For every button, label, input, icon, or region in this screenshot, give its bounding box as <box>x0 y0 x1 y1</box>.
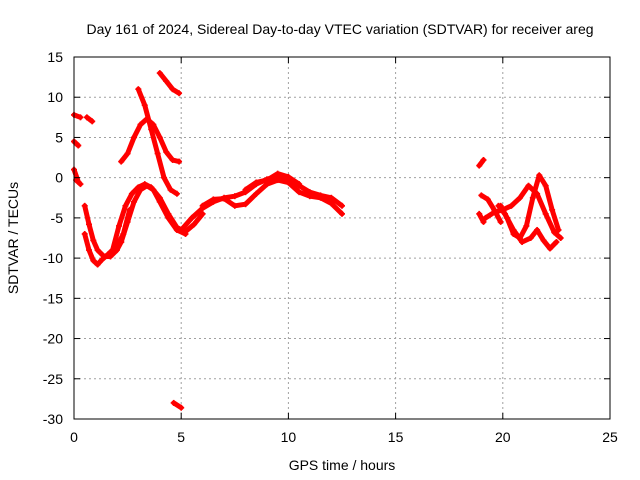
data-series <box>71 70 564 411</box>
y-tick-label: -20 <box>43 331 63 347</box>
y-axis-label: SDTVAR / TECUs <box>5 182 21 294</box>
y-tick-label: -5 <box>51 210 64 226</box>
y-tick-label: -15 <box>43 290 63 306</box>
y-tick-label: -30 <box>43 411 63 427</box>
series-arc-right-2 <box>483 183 564 241</box>
plot-frame <box>73 56 611 420</box>
y-tick-label: 5 <box>55 129 63 145</box>
series-arc-top <box>157 70 182 96</box>
x-tick-label: 20 <box>495 429 511 445</box>
x-tick-label: 15 <box>388 429 404 445</box>
y-tick-label: -25 <box>43 371 63 387</box>
chart-title: Day 161 of 2024, Sidereal Day-to-day VTE… <box>86 21 593 37</box>
x-axis-label: GPS time / hours <box>289 457 396 473</box>
y-tick-label: -10 <box>43 250 63 266</box>
grid <box>74 57 610 419</box>
x-tick-label: 0 <box>70 429 78 445</box>
series-arc-rise-2 <box>118 183 188 245</box>
y-tick-label: 0 <box>55 170 63 186</box>
series-arc-mid-3 <box>243 171 302 193</box>
ticks: 0 5 10 15 20 25 -30 -25 -20 -15 -10 -5 0 5 10 15 <box>43 49 618 445</box>
x-tick-label: 5 <box>177 429 185 445</box>
series-arc-right-4 <box>478 192 504 225</box>
x-tick-label: 10 <box>281 429 297 445</box>
x-tick-label: 25 <box>602 429 618 445</box>
y-tick-label: 15 <box>47 49 63 65</box>
y-tick-label: 10 <box>47 89 63 105</box>
